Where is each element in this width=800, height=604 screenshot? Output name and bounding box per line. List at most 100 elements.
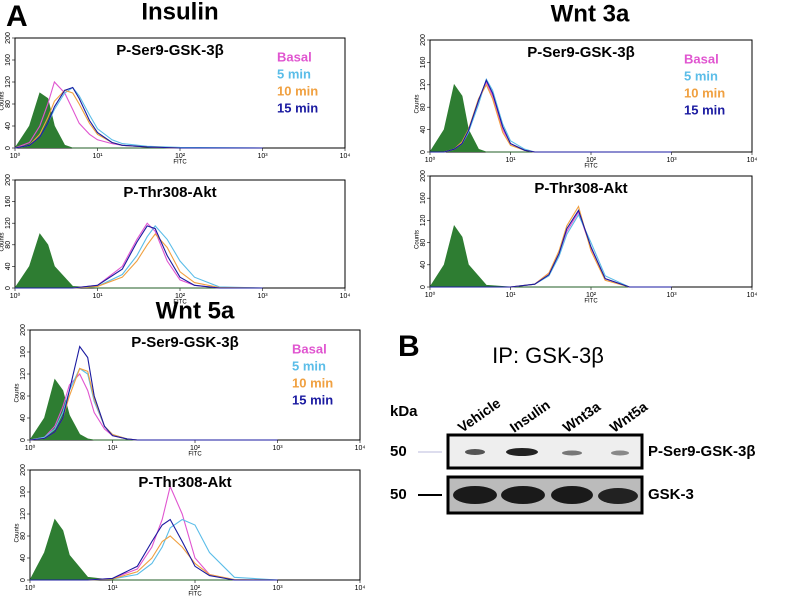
legend-entry: 5 min [277,66,311,81]
x-tick-label: 10¹ [505,157,516,164]
y-tick-label: 120 [5,76,12,88]
blot-title: IP: GSK-3β [492,343,604,368]
y-tick-label: 0 [20,578,27,582]
lane-label: Wnt3a [560,398,604,435]
group-title: Wnt 3a [551,0,630,27]
y-tick-label: 200 [5,32,12,44]
y-tick-label: 40 [420,261,427,269]
x-tick-label: 10⁴ [747,157,758,164]
line [29,345,278,441]
x-tick-label: 10⁰ [10,152,21,160]
y-tick-label: 0 [5,146,12,150]
x-tick-label: 10⁰ [25,584,36,592]
x-tick-label: 10³ [666,157,677,164]
unit-label: kDa [390,403,418,420]
x-tick-label: 10⁰ [25,444,36,452]
legend-entry: Basal [684,51,719,66]
x-tick-label: 10¹ [92,153,103,160]
x-tick-label: 10¹ [92,293,103,300]
band [506,448,538,456]
band [611,450,629,456]
group-title: Insulin [141,0,218,25]
y-tick-label: 0 [420,150,427,154]
y-tick-label: 80 [420,103,427,111]
legend-entry: 10 min [684,85,725,100]
lane-label: Wnt5a [607,398,651,435]
x-tick-label: 10² [175,293,186,300]
histogram: 0 40 80 120 160 200 10⁰ 10¹ 10² 10³ 10⁴ FITC Counts P… [415,170,758,305]
y-axis-label: Counts [15,523,21,542]
y-tick-label: 40 [5,122,12,130]
y-tick-label: 120 [20,368,27,380]
y-tick-label: 40 [20,554,27,562]
x-tick-label: 10⁰ [10,292,21,300]
x-tick-label: 10¹ [107,585,118,592]
row-label: GSK-3 [648,486,694,503]
y-tick-label: 200 [20,464,27,476]
y-axis-label: Counts [415,230,421,249]
band [551,486,593,504]
x-axis-label: FITC [584,299,598,305]
y-axis-label: Counts [415,94,421,113]
x-tick-label: 10⁰ [425,156,436,164]
x-tick-label: 10³ [257,153,268,160]
x-tick-label: 10⁴ [355,585,366,592]
band [598,488,638,504]
legend-entry: 5 min [292,358,326,373]
y-tick-label: 0 [5,286,12,290]
legend-entry: Basal [277,49,312,64]
y-tick-label: 80 [420,239,427,247]
histogram: 0 40 80 120 160 200 10⁰ 10¹ 10² 10³ 10⁴ FITC Counts P… [0,32,350,166]
panel-label: A [6,0,28,33]
legend-entry: 15 min [684,102,725,117]
row-label: P-Ser9-GSK-3β [648,443,756,460]
area [14,233,263,289]
x-tick-label: 10³ [272,445,283,452]
area [429,83,672,153]
y-tick-label: 160 [20,346,27,358]
x-tick-label: 10³ [272,585,283,592]
x-axis-label: FITC [188,452,202,458]
area [29,518,278,581]
x-tick-label: 10⁴ [355,445,366,452]
x-tick-label: 10⁴ [340,153,351,160]
x-tick-label: 10⁴ [340,293,351,300]
lane-label: Vehicle [455,395,504,436]
marker-label: 50 [390,486,407,503]
panel-label: B [398,330,420,363]
legend-entry: Basal [292,341,327,356]
y-tick-label: 80 [5,100,12,108]
line [30,518,278,581]
chart-title: P-Ser9-GSK-3β [131,334,239,351]
y-tick-label: 160 [20,486,27,498]
histogram: 0 40 80 120 160 200 10⁰ 10¹ 10² 10³ 10⁴ FITC Counts P… [15,464,366,598]
x-tick-label: 10² [586,292,597,299]
legend-entry: 15 min [292,392,333,407]
band [562,450,582,456]
x-tick-label: 10² [190,445,201,452]
band [465,449,485,455]
x-tick-label: 10² [175,153,186,160]
y-tick-label: 80 [20,532,27,540]
legend-entry: 10 min [277,83,318,98]
y-tick-label: 120 [20,508,27,520]
y-tick-label: 40 [5,262,12,270]
y-tick-label: 40 [20,414,27,422]
chart-title: P-Thr308-Akt [138,474,231,491]
y-tick-label: 0 [20,438,27,442]
western-blot: B IP: GSK-3β kDa Vehicle Insulin Wnt3a W… [390,330,756,515]
chart-title: P-Ser9-GSK-3β [527,44,635,61]
x-tick-label: 10¹ [107,445,118,452]
line [430,209,672,288]
y-tick-label: 80 [5,241,12,249]
legend-entry: 15 min [277,100,318,115]
y-tick-label: 160 [420,56,427,68]
y-tick-label: 160 [5,196,12,208]
y-tick-label: 120 [5,217,12,229]
area [14,92,263,149]
histogram: 0 40 80 120 160 200 10⁰ 10¹ 10² 10³ 10⁴ FITC Counts P… [0,174,350,306]
legend-entry: 5 min [684,68,718,83]
band [453,486,497,504]
